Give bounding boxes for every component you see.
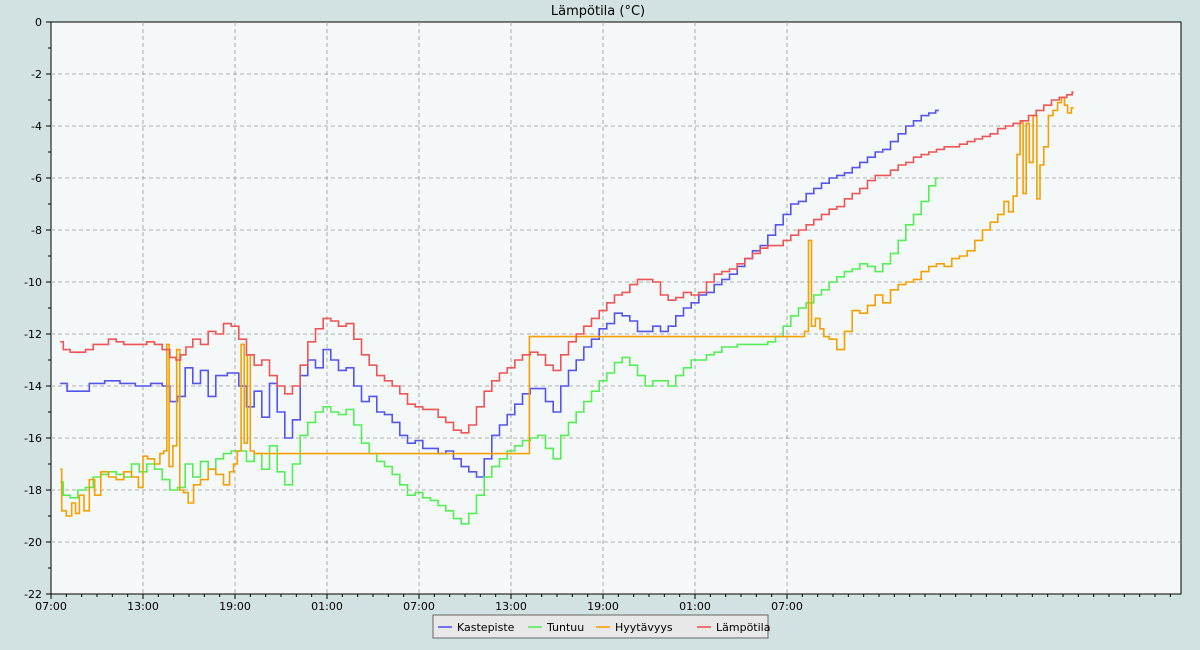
x-tick-label: 19:00: [587, 600, 619, 613]
series-lines: [60, 91, 1074, 525]
y-tick-label: -16: [24, 432, 42, 445]
x-tick-label: 01:00: [679, 600, 711, 613]
x-tick-label: 01:00: [311, 600, 343, 613]
y-tick-label: -12: [24, 328, 42, 341]
series-line-1: [60, 177, 939, 525]
chart-title: Lämpötila (°C): [551, 4, 645, 19]
grid-lines: [51, 22, 1181, 594]
x-tick-label: 13:00: [495, 600, 527, 613]
y-tick-label: -18: [24, 484, 42, 497]
legend-label: Kastepiste: [457, 621, 515, 634]
x-tick-label: 13:00: [127, 600, 159, 613]
y-tick-label: -22: [24, 588, 42, 601]
series-line-2: [60, 96, 1074, 517]
series-line-0: [60, 109, 939, 478]
x-tick-label: 07:00: [35, 600, 67, 613]
legend-label: Hyytävyys: [615, 621, 673, 634]
y-tick-label: -10: [24, 276, 42, 289]
legend: Kastepiste Tuntuu Hyytävyys Lämpötila: [432, 614, 770, 639]
x-tick-label: 07:00: [771, 600, 803, 613]
x-tick-label: 19:00: [219, 600, 251, 613]
y-tick-label: 0: [35, 16, 42, 29]
legend-label: Tuntuu: [546, 621, 584, 634]
x-tick-label: 07:00: [403, 600, 435, 613]
y-tick-label: -4: [31, 120, 42, 133]
y-tick-label: -2: [31, 68, 42, 81]
y-tick-label: -8: [31, 224, 42, 237]
series-line-3: [60, 91, 1074, 434]
plot-area: [50, 21, 1182, 595]
legend-label: Lämpötila: [716, 621, 770, 634]
y-tick-label: -14: [24, 380, 42, 393]
y-tick-label: -20: [24, 536, 42, 549]
y-tick-label: -6: [31, 172, 42, 185]
